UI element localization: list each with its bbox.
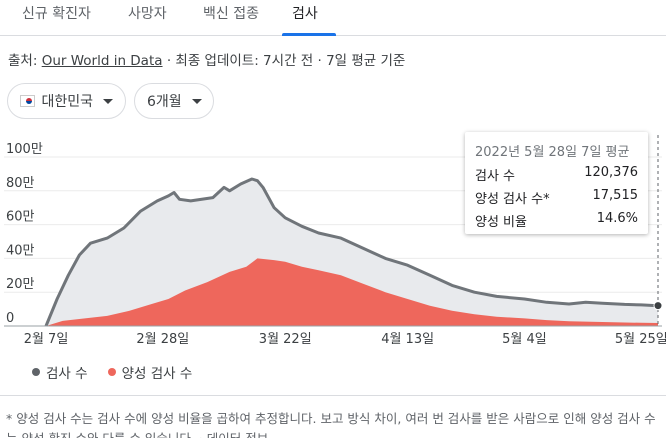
x-tick-label: 2월 28일 — [136, 332, 189, 347]
x-tick-label: 5월 25일 — [615, 332, 666, 347]
tooltip-row-positive: 양성 검사 수* 17,515 — [475, 188, 638, 208]
legend-dot-tests — [32, 368, 40, 376]
legend-item-tests: 검사 수 — [32, 362, 88, 382]
x-tick-label: 4월 13일 — [381, 332, 434, 347]
tab-new-cases[interactable]: 신규 확진자 — [22, 6, 91, 22]
active-tab-indicator — [282, 33, 336, 36]
y-tick-label: 80만 — [6, 176, 35, 191]
tooltip-row-value: 14.6% — [596, 211, 638, 226]
korea-flag-icon — [20, 95, 36, 107]
source-prefix: 출처: — [8, 53, 38, 69]
legend-label-tests: 검사 수 — [46, 366, 88, 382]
tooltip-row-positive-rate: 양성 비율 14.6% — [475, 211, 638, 231]
tooltip-row-value: 17,515 — [592, 188, 639, 203]
legend-item-positive: 양성 검사 수 — [107, 362, 193, 382]
legend-dot-positive — [107, 368, 116, 376]
y-tick-label: 20만 — [6, 277, 35, 292]
tooltip-row-tests: 검사 수 120,376 — [475, 165, 638, 185]
source-line: 출처: Our World in Data · 최종 업데이트: 7시간 전 ·… — [8, 49, 405, 69]
source-update-info: · 최종 업데이트: 7시간 전 · 7일 평균 기준 — [166, 53, 406, 69]
chevron-down-icon — [103, 98, 113, 104]
y-tick-label: 100만 — [6, 142, 43, 157]
legend-label-positive: 양성 검사 수 — [121, 366, 193, 382]
tab-vaccinations[interactable]: 백신 접종 — [203, 6, 259, 22]
tab-tests[interactable]: 검사 — [292, 6, 318, 22]
period-dropdown[interactable]: 6개월 — [134, 83, 214, 119]
footnote: * 양성 검사 수는 검사 수에 양성 비율을 곱하여 추정합니다. 보고 방식… — [6, 411, 656, 438]
tests-line — [44, 177, 659, 327]
hover-marker-tests — [653, 301, 663, 311]
region-dropdown-value: 대한민국 — [41, 94, 93, 110]
positive-area — [46, 258, 658, 326]
tab-bar: 신규 확진자 사망자 백신 접종 검사 — [0, 0, 666, 36]
y-tick-label: 60만 — [6, 210, 35, 225]
tooltip-row-value: 120,376 — [584, 165, 638, 180]
chart-tooltip: 2022년 5월 28일 7일 평균 검사 수 120,376 양성 검사 수*… — [465, 132, 648, 234]
tab-deaths[interactable]: 사망자 — [128, 6, 167, 22]
tests-chart[interactable]: 0 20만 40만 60만 80만 100만 2월 7일 2월 28일 3월 22일 4월 13일… — [0, 125, 666, 347]
x-tick-label: 5월 4일 — [502, 332, 547, 347]
chart-legend: 검사 수 양성 검사 수 — [32, 362, 212, 382]
y-tick-label: 40만 — [6, 243, 35, 258]
chevron-down-icon — [191, 98, 202, 104]
x-tick-label: 2월 7일 — [24, 332, 69, 347]
region-dropdown[interactable]: 대한민국 — [7, 83, 126, 119]
tooltip-row-label: 양성 비율 — [475, 215, 527, 230]
source-link[interactable]: Our World in Data — [41, 53, 163, 69]
tooltip-row-label: 검사 수 — [475, 169, 516, 184]
period-dropdown-value: 6개월 — [147, 94, 182, 110]
x-tick-label: 3월 22일 — [259, 332, 312, 347]
divider — [0, 395, 666, 396]
y-tick-label: 0 — [6, 311, 14, 326]
tooltip-date: 2022년 5월 28일 7일 평균 — [475, 145, 630, 160]
tooltip-row-label: 양성 검사 수* — [475, 192, 550, 207]
